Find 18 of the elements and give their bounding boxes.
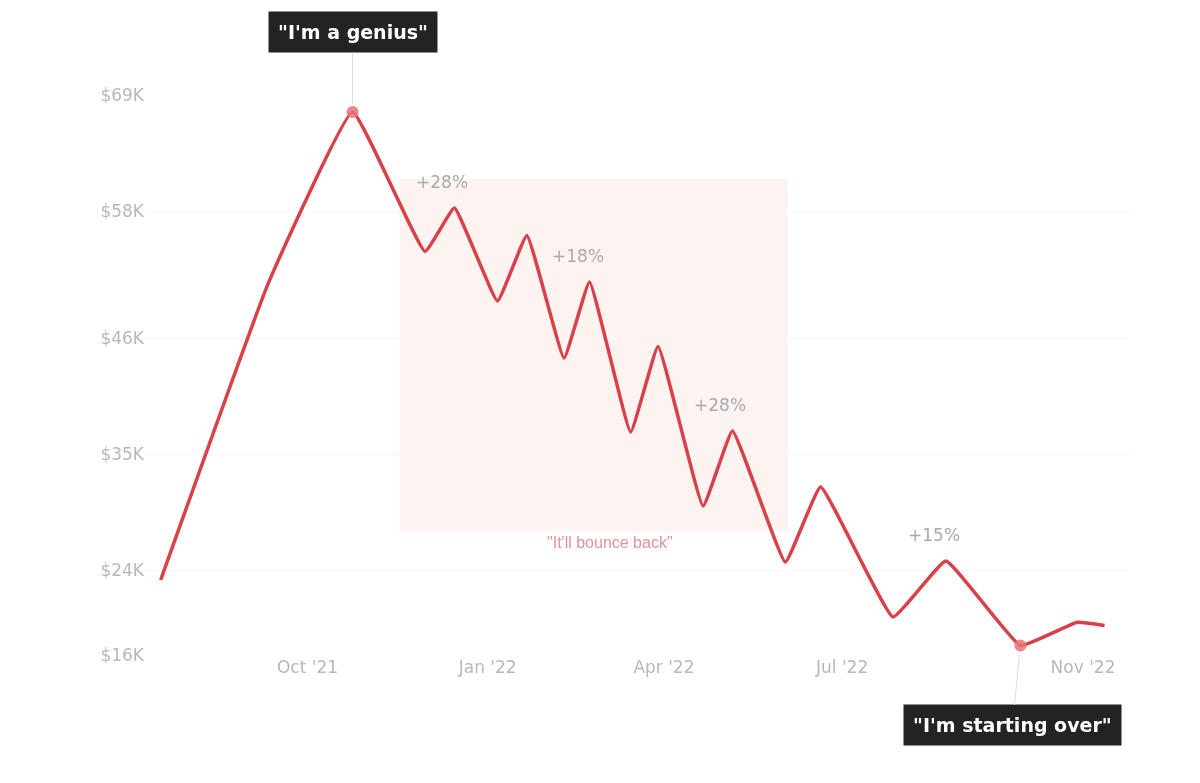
annotation: +15% (908, 525, 961, 545)
annotation: "I'm starting over" (913, 714, 1112, 736)
y-tick-label: $16K (100, 644, 145, 665)
band-label: "It'll bounce back" (547, 534, 673, 551)
x-tick-label: Apr '22 (633, 657, 695, 677)
x-tick-label: Jan '22 (457, 657, 517, 677)
annotation: +28% (694, 395, 747, 415)
x-tick-label: Jul '22 (815, 657, 869, 677)
y-tick-label: $24K (100, 560, 145, 581)
y-tick-label: $35K (100, 444, 145, 465)
y-tick-label: $46K (100, 327, 145, 348)
annotation: "I'm a genius" (278, 21, 428, 43)
annotation: +28% (416, 172, 469, 192)
y-tick-label: $58K (100, 201, 145, 222)
y-tick-label: $69K (100, 84, 145, 105)
annotation: +18% (552, 246, 605, 266)
x-tick-label: Nov '22 (1050, 657, 1116, 677)
x-tick-label: Oct '21 (276, 657, 339, 677)
